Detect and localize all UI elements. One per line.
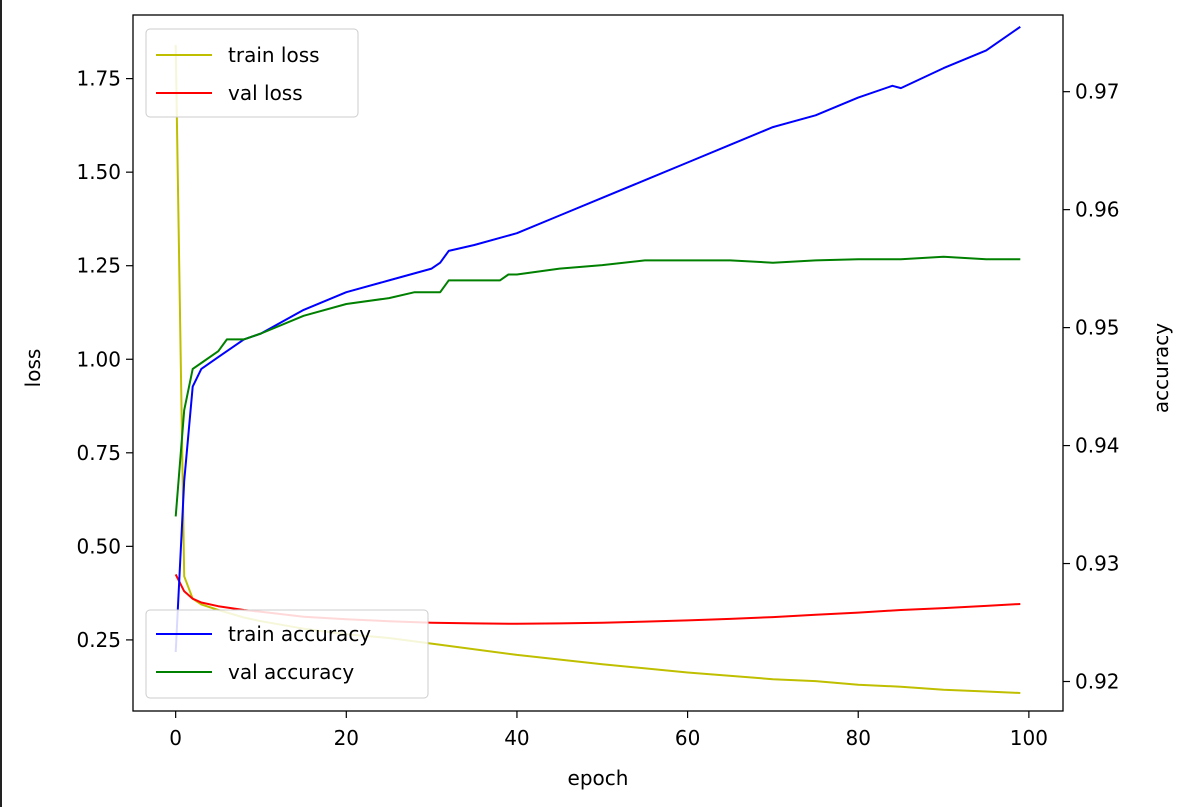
plot-frame <box>132 14 1064 712</box>
y2-tick-label: 0.94 <box>1075 434 1120 458</box>
x-tick-label: 60 <box>675 726 700 750</box>
y-tick-label: 1.00 <box>76 347 121 371</box>
legend-label-val-loss: val loss <box>228 81 303 105</box>
y-axis-ticks: 0.25 0.50 0.75 1.00 1.25 1.50 1.75 <box>76 67 133 652</box>
loss-legend-box <box>145 28 359 118</box>
y2-tick-label: 0.95 <box>1075 316 1120 340</box>
y-tick-label: 1.50 <box>76 160 121 184</box>
x-axis-ticks: 0 20 40 60 80 100 <box>169 711 1048 750</box>
x-tick-label: 80 <box>846 726 871 750</box>
series-train-accuracy <box>174 25 1021 653</box>
series-train-loss <box>174 44 1021 694</box>
y2-tick-label: 0.96 <box>1075 198 1120 222</box>
x-axis-label: epoch <box>568 766 629 790</box>
y2-axis-label: accuracy <box>1149 323 1173 413</box>
y-tick-label: 1.75 <box>76 67 121 91</box>
legend-label-val-accuracy: val accuracy <box>228 660 354 684</box>
y-axis-label: loss <box>21 349 45 388</box>
x-tick-label: 0 <box>169 726 182 750</box>
legend-label-train-loss: train loss <box>228 43 320 67</box>
y-tick-label: 0.50 <box>76 534 121 558</box>
y-tick-label: 1.25 <box>76 254 121 278</box>
y2-tick-label: 0.97 <box>1075 80 1120 104</box>
series-val-loss <box>174 573 1021 625</box>
legend-label-train-accuracy: train accuracy <box>228 622 371 646</box>
series-val-accuracy <box>174 255 1021 517</box>
y2-axis-ticks: 0.92 0.93 0.94 0.95 0.96 0.97 <box>1063 80 1120 694</box>
y2-tick-label: 0.93 <box>1075 552 1120 576</box>
y2-tick-label: 0.92 <box>1075 670 1120 694</box>
x-tick-label: 100 <box>1010 726 1048 750</box>
y-tick-label: 0.25 <box>76 628 121 652</box>
series-lines <box>174 25 1021 694</box>
accuracy-legend: train accuracy val accuracy <box>145 609 429 699</box>
accuracy-legend-box <box>145 609 429 699</box>
x-tick-label: 40 <box>504 726 529 750</box>
x-tick-label: 20 <box>334 726 359 750</box>
loss-legend: train loss val loss <box>145 28 359 118</box>
y-tick-label: 0.75 <box>76 441 121 465</box>
